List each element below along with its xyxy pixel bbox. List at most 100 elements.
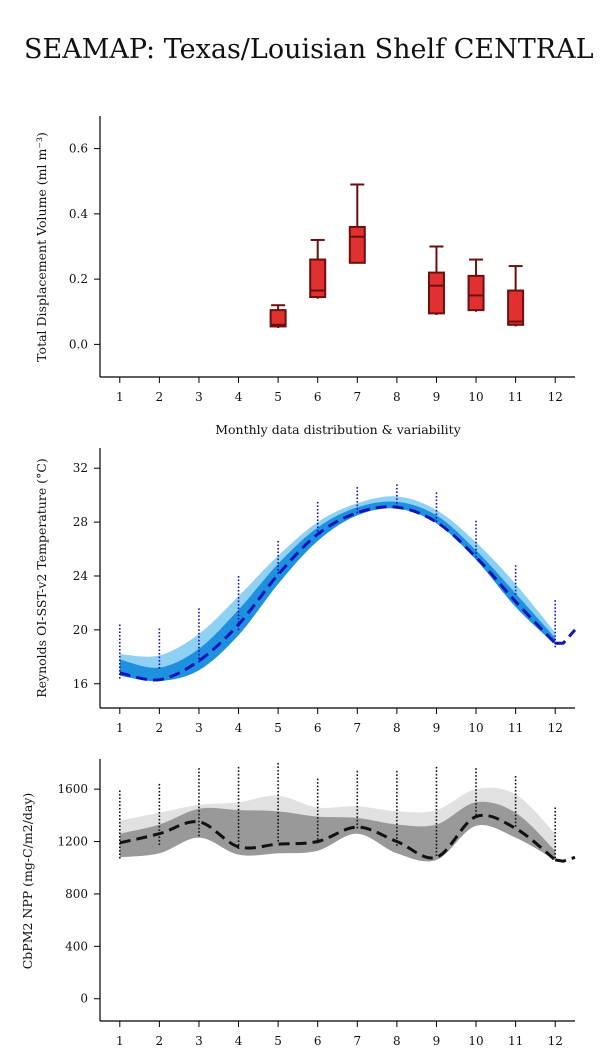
obs-point (396, 487, 398, 490)
obs-point (554, 849, 557, 852)
obs-point (118, 638, 121, 641)
obs-point (356, 508, 359, 510)
obs-point (198, 796, 200, 798)
obs-point (158, 843, 161, 845)
obs-point (277, 776, 279, 779)
obs-point (118, 825, 121, 828)
obs-point (316, 824, 319, 826)
page-title: SEAMAP: Texas/Louisian Shelf CENTRAL (24, 34, 594, 65)
obs-point (316, 820, 319, 823)
obs-point (198, 806, 200, 809)
obs-point (356, 497, 359, 500)
obs-point (237, 614, 240, 617)
obs-point (554, 807, 557, 810)
obs-point (554, 621, 557, 623)
obs-point (118, 662, 121, 665)
obs-point (198, 629, 200, 631)
obs-point (514, 593, 517, 595)
obs-point (435, 847, 438, 849)
obs-point (237, 586, 240, 589)
obs-point (554, 614, 557, 616)
obs-point (237, 815, 240, 818)
obs-point (396, 833, 398, 836)
y-tick-label: 0 (80, 992, 88, 1006)
obs-point (316, 803, 319, 805)
obs-point (475, 534, 477, 537)
obs-point (316, 508, 319, 511)
obs-point (277, 801, 279, 804)
obs-point (356, 812, 359, 815)
obs-point (475, 545, 477, 547)
obs-point (277, 547, 279, 550)
obs-point (435, 513, 438, 516)
obs-point (396, 781, 398, 783)
obs-point (396, 788, 398, 790)
obs-point (554, 624, 557, 627)
obs-point (554, 856, 557, 859)
obs-point (316, 522, 319, 525)
obs-point (356, 781, 359, 783)
obs-point (118, 648, 121, 651)
obs-point (316, 796, 319, 798)
obs-point (237, 805, 240, 807)
obs-point (435, 502, 438, 505)
obs-point (554, 824, 557, 827)
obs-point (475, 785, 477, 788)
obs-point (277, 825, 279, 828)
obs-point (277, 797, 279, 800)
obs-point (396, 805, 398, 808)
obs-point (237, 787, 240, 790)
obs-point (356, 809, 359, 811)
obs-point (277, 790, 279, 793)
obs-point (554, 842, 557, 845)
obs-point (475, 771, 477, 774)
obs-point (158, 639, 161, 641)
obs-point (396, 494, 398, 497)
obs-point (198, 608, 200, 610)
obs-point (396, 501, 398, 504)
obs-point (158, 646, 161, 648)
obs-point (514, 786, 517, 789)
obs-point (237, 819, 240, 821)
obs-point (475, 810, 477, 812)
x-tick-label: 4 (235, 1034, 243, 1048)
obs-point (475, 541, 477, 544)
obs-point (237, 603, 240, 606)
obs-point (158, 804, 161, 807)
obs-point (158, 628, 161, 631)
y-tick-label: 1600 (57, 782, 88, 796)
obs-point (158, 797, 161, 800)
obs-point (316, 505, 319, 507)
obs-point (118, 624, 121, 627)
obs-point (316, 806, 319, 809)
obs-point (356, 826, 359, 829)
obs-point (237, 628, 240, 631)
obs-point (514, 586, 517, 588)
obs-point (198, 625, 200, 628)
obs-point (356, 490, 359, 493)
obs-point (316, 501, 319, 504)
obs-point (198, 771, 200, 774)
x-tick-label: 9 (433, 390, 441, 404)
obs-point (198, 827, 200, 830)
obs-point (396, 830, 398, 832)
obs-point (277, 558, 279, 561)
box-iqr-month-11 (507, 289, 525, 326)
obs-point (396, 812, 398, 815)
obs-point (118, 818, 121, 821)
obs-point (237, 773, 240, 776)
x-tick-label: 12 (548, 390, 563, 404)
obs-point (316, 799, 319, 802)
obs-point (514, 818, 517, 820)
obs-point (475, 548, 477, 551)
xlabel-monthly: Monthly data distribution & variability (215, 422, 461, 437)
obs-point (435, 791, 438, 793)
obs-point (316, 789, 319, 791)
x-tick-label: 8 (393, 390, 401, 404)
obs-point (514, 783, 517, 785)
obs-point (118, 659, 121, 662)
obs-point (356, 802, 359, 804)
x-tick-label: 11 (508, 390, 523, 404)
obs-point (158, 656, 161, 659)
